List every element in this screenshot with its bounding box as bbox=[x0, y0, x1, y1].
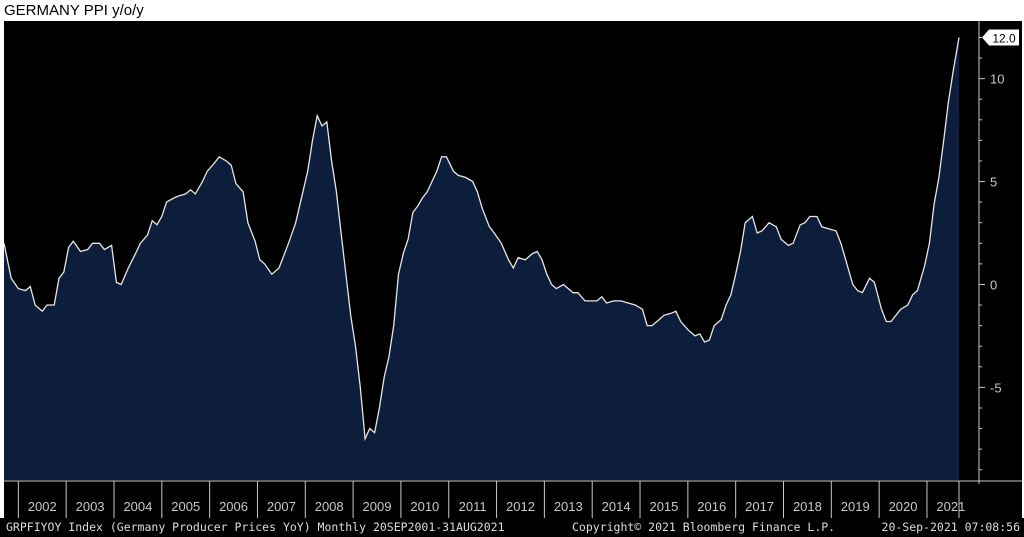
x-tick-label: 2010 bbox=[410, 499, 439, 514]
y-tick-label: -5 bbox=[990, 380, 1002, 395]
series-area bbox=[4, 37, 959, 480]
x-tick-label: 2002 bbox=[28, 499, 57, 514]
chart-svg: 10 5 0 -5 2002 2003 2004 2005 2006 2007 2008 2009 20… bbox=[4, 21, 1022, 518]
last-value-box bbox=[982, 29, 1019, 46]
x-tick-label: 2014 bbox=[602, 499, 631, 514]
x-tick-label: 2018 bbox=[793, 499, 822, 514]
x-tick-label: 2016 bbox=[697, 499, 726, 514]
x-tick-label: 2008 bbox=[315, 499, 344, 514]
y-tick-label: 10 bbox=[990, 72, 1004, 87]
x-tick-label: 2004 bbox=[123, 499, 152, 514]
x-tick-label: 2003 bbox=[76, 499, 105, 514]
footer-bar: GRPFIYOY Index (Germany Producer Prices … bbox=[0, 518, 1024, 537]
series-line bbox=[4, 37, 960, 442]
x-tick-label: 2021 bbox=[936, 499, 965, 514]
x-tick-label: 2019 bbox=[841, 499, 870, 514]
x-tick-label: 2020 bbox=[889, 499, 918, 514]
footer-copyright: Copyright© 2021 Bloomberg Finance L.P. bbox=[572, 520, 836, 534]
x-tick-label: 2007 bbox=[267, 499, 296, 514]
x-tick-label: 2017 bbox=[745, 499, 774, 514]
footer-series-info: GRPFIYOY Index (Germany Producer Prices … bbox=[6, 520, 505, 534]
last-value-label: 12.0 bbox=[992, 31, 1016, 45]
x-tick-label: 2015 bbox=[649, 499, 678, 514]
chart-area: 10 5 0 -5 2002 2003 2004 2005 2006 2007 2008 2009 20… bbox=[4, 21, 1022, 518]
y-tick-label: 5 bbox=[990, 175, 997, 190]
x-tick-label: 2012 bbox=[506, 499, 535, 514]
x-tick-label: 2009 bbox=[363, 499, 392, 514]
x-tick-label: 2005 bbox=[171, 499, 200, 514]
x-tick-label: 2013 bbox=[554, 499, 583, 514]
x-tick-label: 2006 bbox=[219, 499, 248, 514]
y-tick-label: 0 bbox=[990, 277, 997, 292]
footer-timestamp: 20-Sep-2021 07:08:56 bbox=[881, 520, 1020, 534]
x-tick-label: 2011 bbox=[459, 499, 487, 514]
chart-title: GERMANY PPI y/o/y bbox=[4, 2, 144, 19]
